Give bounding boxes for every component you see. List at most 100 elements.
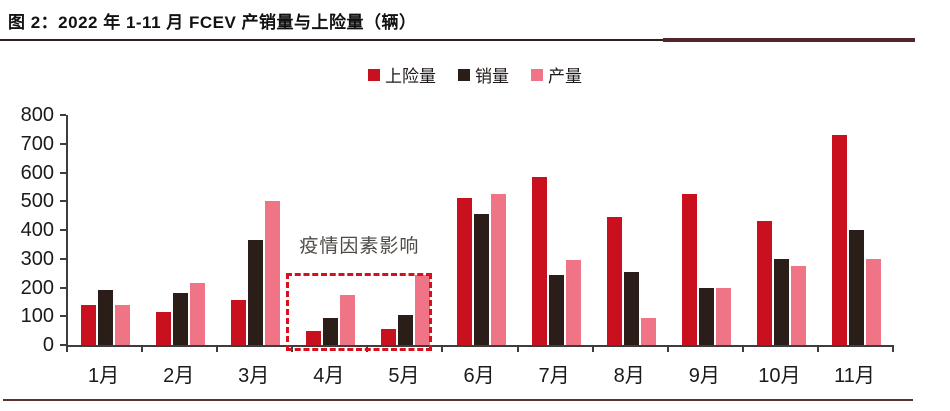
x-axis-labels: 1月 2月 3月 4月 5月 6月 7月 8月 9月 10月 11月: [66, 359, 892, 388]
x-axis-tick: [666, 347, 669, 352]
bar-insured-volume: [81, 304, 97, 345]
bar-production-volume: [340, 294, 356, 345]
x-axis-label: 4月: [313, 365, 345, 387]
legend-item-insured-volume: 上险量: [368, 62, 436, 87]
y-axis-label: 200: [20, 276, 54, 299]
x-axis-label: 3月: [238, 365, 270, 387]
covid-annotation-label: 疫情因素影响: [299, 236, 420, 258]
bar-sales-volume: [848, 230, 864, 345]
bar-sales-volume: [698, 287, 714, 345]
y-axis-tick: [60, 114, 66, 116]
y-axis-tick: [60, 142, 66, 145]
legend-label: 产量: [548, 67, 582, 86]
bar-groups: [68, 115, 894, 345]
x-axis-tick: [66, 347, 68, 352]
legend-label: 上险量: [385, 67, 436, 86]
x-axis-tick: [516, 347, 519, 352]
title-underline-accent: [663, 38, 915, 42]
y-axis-label: 100: [20, 305, 54, 328]
bar-production-volume: [640, 317, 656, 345]
bar-insured-volume: [231, 300, 247, 345]
bar-group-3月: [218, 115, 293, 345]
y-axis-label: 400: [20, 219, 54, 241]
legend-item-production-volume: 产量: [531, 62, 582, 87]
bar-insured-volume: [156, 311, 172, 345]
y-axis-label: 0: [42, 334, 54, 356]
bar-sales-volume: [773, 258, 789, 345]
bottom-rule: [3, 399, 913, 401]
y-axis-tick: [60, 257, 66, 260]
bar-group-9月: [669, 115, 744, 345]
x-axis-label: 1月: [87, 365, 120, 387]
bar-production-volume: [565, 260, 581, 345]
bar-insured-volume: [756, 221, 772, 345]
bar-insured-volume: [381, 329, 397, 345]
bar-insured-volume: [531, 176, 547, 345]
bar-group-6月: [443, 115, 518, 345]
bar-insured-volume: [831, 135, 847, 345]
bar-production-volume: [265, 201, 281, 345]
y-axis-tick: [60, 286, 66, 289]
y-axis-tick: [60, 229, 66, 231]
bar-insured-volume: [456, 198, 472, 345]
bar-group-7月: [519, 115, 594, 345]
x-axis-tick: [216, 347, 219, 352]
bar-production-volume: [415, 274, 431, 345]
bar-insured-volume: [306, 330, 322, 345]
bar-insured-volume: [681, 194, 697, 345]
bar-sales-volume: [173, 293, 189, 345]
y-axis-label: 800: [20, 104, 54, 126]
x-axis-label: 6月: [463, 365, 495, 387]
x-axis-label: 7月: [538, 365, 570, 387]
bar-sales-volume: [248, 240, 264, 345]
bar-group-5月: [368, 115, 443, 345]
x-axis-tick: [141, 347, 144, 352]
legend-label: 销量: [475, 67, 509, 86]
x-axis-label: 2月: [163, 365, 195, 387]
plot-area: [66, 115, 894, 347]
y-axis-tick: [60, 171, 66, 174]
bar-production-volume: [715, 287, 731, 345]
x-axis-label: 5月: [388, 365, 420, 387]
bar-group-8月: [594, 115, 669, 345]
chart-legend: 上险量 销量 产量: [0, 62, 950, 87]
bar-production-volume: [865, 258, 881, 345]
x-axis-tick: [816, 347, 819, 352]
y-axis-label: 500: [20, 190, 54, 213]
figure-title: 图 2：2022 年 1-11 月 FCEV 产销量与上险量（辆）: [8, 13, 417, 32]
bar-group-4月: [293, 115, 368, 345]
x-axis-tick: [741, 347, 744, 352]
bar-sales-volume: [473, 214, 489, 345]
x-axis-label: 8月: [613, 365, 645, 387]
legend-swatch-icon: [458, 68, 470, 81]
bar-group-1月: [68, 115, 143, 345]
bar-group-10月: [744, 115, 819, 345]
bar-sales-volume: [623, 271, 639, 345]
x-axis-tick: [441, 347, 444, 352]
title-underline: [0, 39, 914, 41]
x-axis-label: 10月: [758, 365, 801, 387]
y-axis-tick: [60, 344, 66, 346]
bar-sales-volume: [98, 290, 114, 345]
covid-annotation-box: [286, 273, 433, 351]
legend-swatch-icon: [368, 68, 380, 81]
legend-item-sales-volume: 销量: [458, 62, 509, 87]
x-axis-label: 9月: [688, 365, 720, 387]
bar-group-2月: [143, 115, 218, 345]
bar-sales-volume: [548, 274, 564, 345]
bar-production-volume: [790, 265, 806, 345]
bar-production-volume: [190, 283, 206, 345]
y-axis-label: 600: [20, 161, 54, 184]
y-axis-label: 700: [20, 132, 54, 155]
legend-swatch-icon: [531, 68, 543, 81]
bar-insured-volume: [606, 217, 622, 345]
bar-group-11月: [819, 115, 894, 345]
bar-production-volume: [115, 304, 131, 345]
bar-chart: 0 100 200 300 400 500 600 700 800 1月 2月 3月 4月 5月 6月 7月…: [0, 100, 950, 400]
x-axis-tick: [892, 347, 894, 352]
x-axis-tick: [591, 347, 594, 352]
bar-production-volume: [490, 194, 506, 345]
y-axis-tick: [60, 200, 66, 203]
y-axis-tick: [60, 315, 66, 318]
